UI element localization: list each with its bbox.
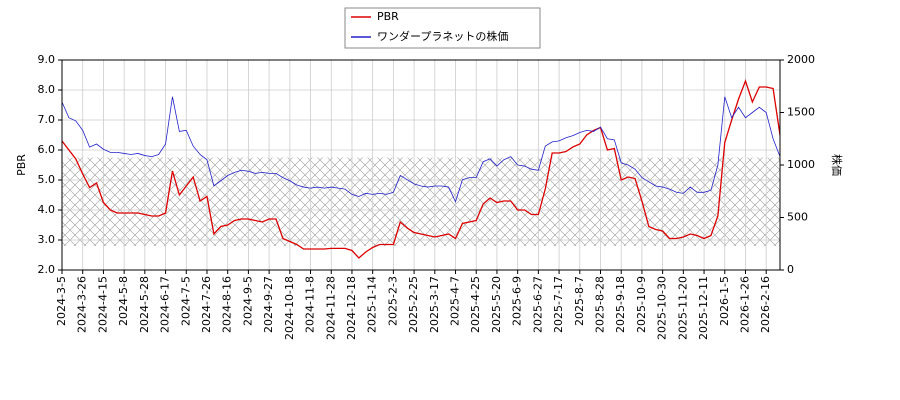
x-tick-label: 2025-2-25 — [407, 276, 420, 333]
x-tick-label: 2026-1-5 — [718, 276, 731, 326]
y2-axis-label: 株価 — [830, 154, 844, 176]
x-tick-label: 2026-2-16 — [759, 276, 772, 333]
y2-tick-label: 500 — [787, 211, 808, 224]
series-line — [61, 96, 781, 203]
x-tick-label: 2025-4-7 — [449, 276, 462, 326]
x-tick-label: 2024-8-16 — [221, 276, 234, 333]
x-tick-label: 2025-6-27 — [531, 276, 544, 333]
y-tick-label: 8.0 — [38, 83, 56, 96]
x-tick-label: 2025-10-9 — [635, 276, 648, 333]
x-tick-label: 2024-11-8 — [304, 276, 317, 333]
y-tick-label: 6.0 — [38, 143, 56, 156]
x-tick-label: 2024-5-28 — [138, 276, 151, 333]
x-tick-label: 2025-2-3 — [386, 276, 399, 326]
x-tick-label: 2024-4-15 — [96, 276, 109, 333]
x-tick-label: 2024-7-5 — [179, 276, 192, 326]
plot-frame — [61, 59, 781, 271]
legend-box — [344, 7, 541, 49]
series-line — [61, 79, 781, 259]
y-tick-label: 5.0 — [38, 173, 56, 186]
x-tick-label: 2024-12-18 — [345, 276, 358, 340]
y-tick-label: 4.0 — [38, 203, 56, 216]
y2-tick-label: 1500 — [787, 106, 815, 119]
x-tick-label: 2024-3-26 — [76, 276, 89, 333]
x-tick-label: 2024-5-8 — [117, 276, 130, 326]
x-tick-label: 2025-10-30 — [656, 276, 669, 340]
x-tick-label: 2025-6-9 — [511, 276, 524, 326]
x-tick-label: 2024-7-26 — [200, 276, 213, 333]
legend-label: ワンダープラネットの株価 — [377, 29, 508, 43]
plot: 2.0 3.0 4.0 5.0 6.0 7.0 8.0 9.0 0 500 1000 1500 2000… — [38, 53, 816, 340]
x-tick-label: 2025-3-17 — [428, 276, 441, 333]
x-tick-label: 2025-8-7 — [573, 276, 586, 326]
x-tick-label: 2024-9-27 — [262, 276, 275, 333]
x-tick-label: 2025-5-20 — [490, 276, 503, 333]
x-tick-label: 2024-11-28 — [324, 276, 337, 340]
x-tick-label: 2025-11-20 — [676, 276, 689, 340]
y-tick-label: 7.0 — [38, 113, 56, 126]
legend-label: PBR — [377, 10, 399, 23]
reference-band — [62, 157, 780, 246]
x-tick-label: 2025-12-11 — [697, 276, 710, 340]
x-tick-label: 2025-1-14 — [366, 276, 379, 333]
y2-tick-label: 2000 — [787, 53, 815, 66]
x-tick-label: 2025-9-18 — [614, 276, 627, 333]
x-tick-label: 2024-9-5 — [241, 276, 254, 326]
y-tick-label: 3.0 — [38, 233, 56, 246]
x-tick-label: 2024-6-17 — [159, 276, 172, 333]
y-tick-label: 2.0 — [38, 263, 56, 276]
y2-tick-label: 0 — [787, 263, 794, 276]
x-tick-label: 2025-4-25 — [469, 276, 482, 333]
x-tick-label: 2024-10-18 — [283, 276, 296, 340]
x-tick-label: 2024-3-5 — [55, 276, 68, 326]
y-tick-label: 9.0 — [38, 53, 56, 66]
x-tick-label: 2025-7-17 — [552, 276, 565, 333]
x-tick-label: 2026-1-26 — [738, 276, 751, 333]
y-axis-label: PBR — [15, 154, 28, 176]
y2-tick-label: 1000 — [787, 158, 815, 171]
x-tick-label: 2025-8-28 — [594, 276, 607, 333]
